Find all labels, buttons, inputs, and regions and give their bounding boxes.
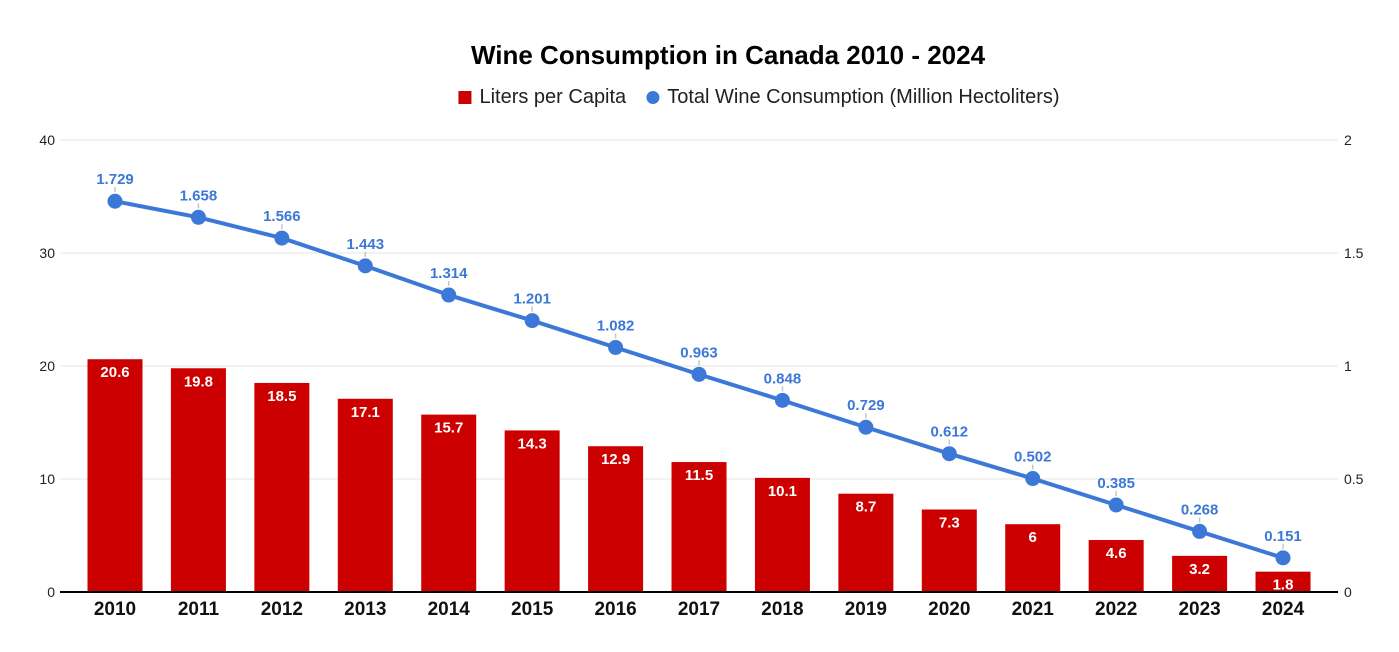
legend-label: Liters per Capita xyxy=(479,86,627,108)
left-axis-tick-label: 0 xyxy=(47,584,55,600)
bar-2012[interactable] xyxy=(254,382,310,592)
right-axis-tick-label: 0.5 xyxy=(1344,471,1364,487)
point-2023[interactable] xyxy=(1192,523,1208,539)
bar-value-label-2013: 17.1 xyxy=(351,404,380,421)
x-axis-label-2012: 2012 xyxy=(261,599,303,620)
point-value-label-2012: 1.566 xyxy=(263,208,301,225)
point-2021[interactable] xyxy=(1025,471,1041,487)
bar-value-label-2015: 14.3 xyxy=(518,435,547,452)
point-2017[interactable] xyxy=(691,366,707,382)
bar-value-label-2017: 11.5 xyxy=(685,467,713,484)
point-2013[interactable] xyxy=(357,258,373,274)
left-axis-tick-label: 10 xyxy=(39,471,55,487)
bar-2018[interactable] xyxy=(754,477,810,592)
blue-circle-legend-icon xyxy=(646,91,660,104)
bar-2015[interactable] xyxy=(504,430,560,592)
point-value-label-2023: 0.268 xyxy=(1181,501,1219,518)
point-value-label-2024: 0.151 xyxy=(1264,528,1302,545)
legend-item-liters-per-capita: Liters per Capita xyxy=(458,86,626,109)
bar-2013[interactable] xyxy=(337,398,393,592)
x-axis-label-2023: 2023 xyxy=(1178,599,1220,620)
bar-value-label-2012: 18.5 xyxy=(267,388,296,405)
x-axis-label-2020: 2020 xyxy=(928,599,970,620)
point-value-label-2013: 1.443 xyxy=(347,236,385,253)
bar-2021[interactable] xyxy=(1005,524,1061,592)
bar-2010[interactable] xyxy=(87,359,143,592)
bar-2017[interactable] xyxy=(671,462,727,592)
left-axis-tick-label: 30 xyxy=(39,245,55,261)
point-2011[interactable] xyxy=(190,209,206,225)
legend-label: Total Wine Consumption (Million Hectolit… xyxy=(667,86,1060,108)
bar-value-label-2019: 8.7 xyxy=(855,499,876,516)
chart-legend: Liters per Capita Total Wine Consumption… xyxy=(458,86,1060,109)
point-2012[interactable] xyxy=(274,230,290,246)
point-2016[interactable] xyxy=(608,339,624,355)
bar-value-label-2018: 10.1 xyxy=(768,483,797,500)
point-value-label-2016: 1.082 xyxy=(597,317,635,334)
bar-value-label-2021: 6 xyxy=(1029,529,1037,546)
x-axis-label-2017: 2017 xyxy=(678,599,720,620)
bar-2020[interactable] xyxy=(921,509,977,592)
x-axis-label-2024: 2024 xyxy=(1262,599,1305,620)
bar-2011[interactable] xyxy=(170,368,226,592)
point-value-label-2010: 1.729 xyxy=(96,171,134,188)
point-value-label-2015: 1.201 xyxy=(513,291,551,308)
bar-2022[interactable] xyxy=(1088,540,1144,592)
x-axis-label-2011: 2011 xyxy=(178,599,220,620)
right-axis-tick-label: 2 xyxy=(1344,132,1352,148)
point-value-label-2019: 0.729 xyxy=(847,397,885,414)
bar-value-label-2023: 3.2 xyxy=(1189,561,1210,578)
left-axis-tick-label: 20 xyxy=(39,358,55,374)
red-square-legend-icon xyxy=(458,91,472,104)
point-2015[interactable] xyxy=(524,313,540,329)
chart-title: Wine Consumption in Canada 2010 - 2024 xyxy=(470,40,986,70)
bar-value-label-2022: 4.6 xyxy=(1106,545,1127,562)
x-axis-label-2015: 2015 xyxy=(511,599,554,620)
bar-value-label-2011: 19.8 xyxy=(184,373,213,390)
x-axis-label-2013: 2013 xyxy=(344,599,386,620)
x-axis-label-2016: 2016 xyxy=(594,599,636,620)
bar-2019[interactable] xyxy=(838,493,894,592)
point-2024[interactable] xyxy=(1275,550,1291,566)
x-axis-label-2022: 2022 xyxy=(1095,599,1137,620)
point-2018[interactable] xyxy=(774,392,790,408)
right-axis-tick-label: 0 xyxy=(1344,584,1352,600)
right-axis-tick-label: 1 xyxy=(1344,358,1352,374)
x-axis-label-2010: 2010 xyxy=(94,599,136,620)
left-axis-tick-label: 40 xyxy=(39,132,55,148)
point-value-label-2018: 0.848 xyxy=(764,370,802,387)
point-2019[interactable] xyxy=(858,419,874,435)
bar-2014[interactable] xyxy=(421,414,477,592)
bar-value-label-2020: 7.3 xyxy=(939,515,960,532)
bar-2024[interactable] xyxy=(1255,571,1311,592)
point-value-label-2020: 0.612 xyxy=(931,424,969,441)
point-value-label-2011: 1.658 xyxy=(180,187,218,204)
right-axis-tick-label: 1.5 xyxy=(1344,245,1364,261)
x-axis-label-2014: 2014 xyxy=(428,599,471,620)
bar-value-label-2010: 20.6 xyxy=(100,364,129,381)
point-value-label-2014: 1.314 xyxy=(430,265,468,282)
point-2014[interactable] xyxy=(441,287,457,303)
bar-value-label-2016: 12.9 xyxy=(601,451,630,468)
x-axis-label-2021: 2021 xyxy=(1012,599,1055,620)
x-axis-label-2018: 2018 xyxy=(761,599,803,620)
point-2010[interactable] xyxy=(107,193,123,209)
bar-2016[interactable] xyxy=(588,446,644,592)
point-value-label-2021: 0.502 xyxy=(1014,449,1052,466)
point-value-label-2022: 0.385 xyxy=(1097,475,1135,492)
legend-item-total-wine-consumption: Total Wine Consumption (Million Hectolit… xyxy=(646,86,1060,109)
bar-2023[interactable] xyxy=(1172,555,1228,592)
point-value-label-2017: 0.963 xyxy=(680,344,718,361)
x-axis-label-2019: 2019 xyxy=(845,599,887,620)
point-2022[interactable] xyxy=(1108,497,1124,513)
bar-value-label-2014: 15.7 xyxy=(434,420,463,437)
point-2020[interactable] xyxy=(941,446,957,462)
bar-value-label-2024: 1.8 xyxy=(1273,577,1294,594)
